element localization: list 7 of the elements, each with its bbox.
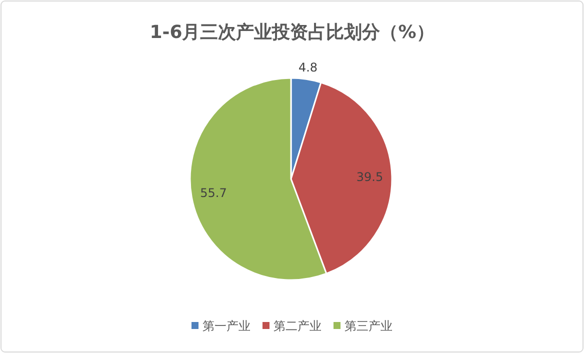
legend-label: 第二产业	[274, 319, 322, 334]
legend-label: 第三产业	[344, 319, 392, 334]
data-label: 55.7	[200, 186, 227, 200]
data-label: 39.5	[356, 170, 384, 184]
chart-title: 1-6月三次产业投资占比划分（%）	[150, 22, 434, 43]
legend-label: 第一产业	[202, 319, 250, 334]
data-label: 4.8	[298, 60, 318, 74]
